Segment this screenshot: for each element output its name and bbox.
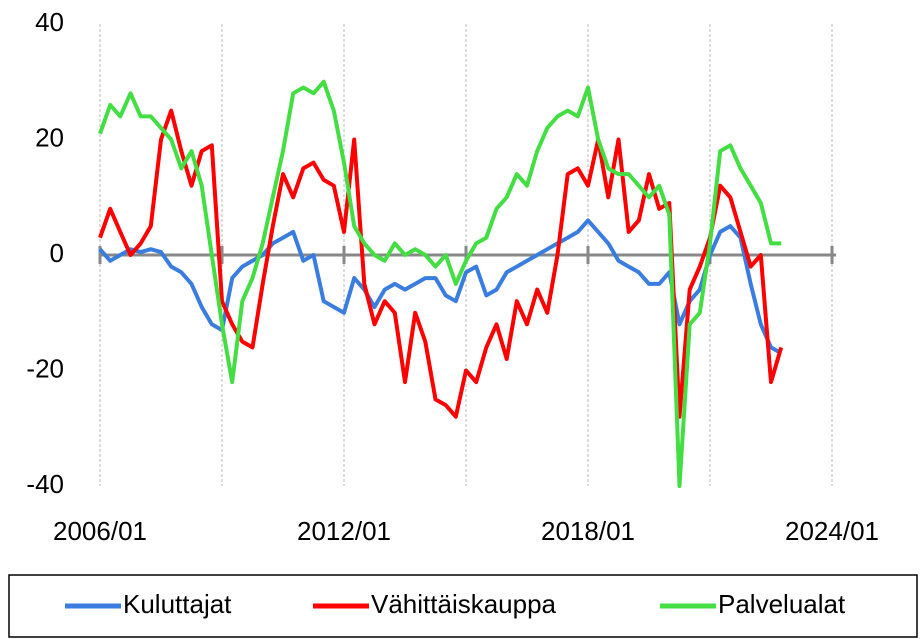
y-tick-label: 40 <box>35 7 64 37</box>
x-tick-label: 2006/01 <box>53 516 147 546</box>
x-tick-label: 2018/01 <box>541 516 635 546</box>
series-line <box>98 218 783 355</box>
legend-label: Vähittäiskauppa <box>371 589 557 619</box>
x-tick-label: 2024/01 <box>785 516 879 546</box>
y-tick-label: 0 <box>50 238 64 268</box>
legend-label: Palvelualat <box>718 589 846 619</box>
x-tick-label: 2012/01 <box>297 516 391 546</box>
series-line <box>98 79 782 488</box>
y-tick-label: -20 <box>26 353 64 383</box>
legend-label: Kuluttajat <box>123 589 232 619</box>
legend-box <box>8 574 918 638</box>
y-tick-label: 20 <box>35 122 64 152</box>
y-tick-label: -40 <box>26 469 64 499</box>
